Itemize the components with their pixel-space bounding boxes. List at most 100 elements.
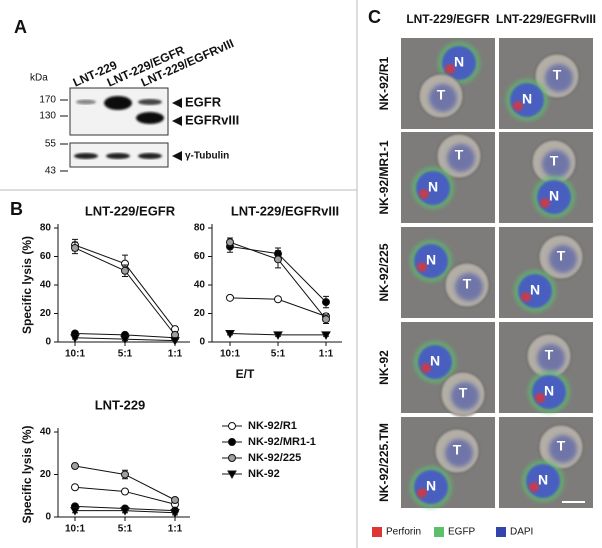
marker-label: 43 [45, 166, 57, 177]
perforin [421, 363, 431, 373]
marker-label: 130 [39, 111, 56, 122]
y-tick-label: 40 [40, 280, 52, 291]
band [138, 153, 162, 159]
band-label: γ-Tubulin [185, 151, 229, 162]
legend-label: NK-92/R1 [248, 420, 297, 432]
y-tick-label: 20 [40, 308, 52, 319]
y-tick-label: 20 [194, 308, 206, 319]
cell-label: T [437, 87, 446, 103]
row-label: NK-92 [377, 350, 391, 385]
data-point [121, 470, 129, 479]
legend-label: EGFP [448, 527, 476, 538]
cell-nucleus [447, 144, 475, 172]
row-label: NK-92/225 [377, 243, 391, 301]
y-tick-label: 80 [40, 223, 52, 234]
data-point [226, 238, 234, 247]
perforin [535, 393, 545, 403]
x-axis-label: E/T [236, 367, 255, 381]
x-tick-label: 1:1 [168, 349, 183, 360]
cell-label: T [550, 153, 559, 169]
legend-label: NK-92 [248, 468, 280, 480]
x-tick-label: 5:1 [118, 349, 133, 360]
legend-label: NK-92/225 [248, 452, 301, 464]
band-label: EGFR [185, 94, 222, 109]
data-point [70, 507, 80, 516]
band [136, 112, 164, 124]
data-point [321, 331, 331, 340]
panel-label: A [14, 17, 27, 37]
y-axis-label: Specific lysis (%) [20, 236, 34, 334]
legend-swatch [496, 527, 506, 537]
cell-label: T [557, 438, 566, 454]
cell-nucleus [545, 64, 573, 92]
perforin [445, 64, 455, 74]
cell-nucleus [451, 382, 479, 410]
cell-label: T [459, 385, 468, 401]
legend-marker [228, 438, 236, 446]
cell-nucleus [549, 245, 577, 273]
cell-label: N [530, 282, 540, 298]
cell-label: T [557, 248, 566, 264]
marker-label: 170 [39, 95, 56, 106]
panel-label: B [10, 199, 23, 219]
y-tick-label: 0 [45, 512, 51, 523]
data-point [273, 331, 283, 340]
marker-label: 55 [45, 139, 57, 150]
cell-nucleus [455, 273, 483, 301]
y-tick-label: 60 [194, 251, 206, 262]
band [76, 99, 96, 105]
data-point [121, 487, 129, 496]
data-point [171, 496, 179, 504]
legend-label: DAPI [510, 527, 533, 538]
data-point [274, 255, 282, 264]
legend-marker [228, 422, 236, 430]
band [138, 99, 162, 105]
x-tick-label: 10:1 [65, 524, 85, 535]
data-point [274, 295, 282, 304]
perforin [513, 101, 523, 111]
legend-marker [227, 470, 237, 480]
x-tick-label: 1:1 [319, 349, 334, 360]
cell-label: N [454, 54, 464, 70]
data-point [226, 293, 234, 302]
micrographs [401, 38, 593, 508]
data-point [121, 266, 129, 275]
row-label: NK-92/225.TM [377, 423, 391, 502]
perforin [540, 198, 550, 208]
band [104, 96, 132, 110]
cell-nucleus [542, 150, 570, 178]
row-label: NK-92/R1 [377, 57, 391, 111]
cell-nucleus [549, 435, 577, 463]
data-point [170, 509, 180, 518]
y-tick-label: 40 [194, 280, 206, 291]
legend-swatch [372, 527, 382, 537]
legend-marker [228, 454, 236, 462]
column-header: LNT-229/EGFR [406, 12, 490, 26]
column-header: LNT-229/EGFRvIII [496, 12, 596, 26]
data-point [322, 298, 330, 307]
arrow [172, 98, 182, 108]
cell-nucleus [445, 439, 473, 467]
legend-label: NK-92/MR1-1 [248, 436, 316, 448]
y-tick-label: 80 [194, 223, 206, 234]
blot [69, 87, 169, 136]
x-tick-label: 5:1 [118, 524, 133, 535]
y-tick-label: 60 [40, 251, 52, 262]
x-tick-label: 1:1 [168, 524, 183, 535]
cell-label: N [538, 472, 548, 488]
perforin [521, 292, 531, 302]
x-tick-label: 5:1 [271, 349, 286, 360]
cell-label: T [453, 442, 462, 458]
cell-nucleus [429, 84, 457, 112]
marker-ticks [60, 99, 68, 172]
band [106, 153, 130, 159]
band-label: EGFRvIII [185, 112, 239, 127]
chart-title: LNT-229/EGFR [85, 203, 176, 218]
x-tick-label: 10:1 [65, 349, 85, 360]
cell-label: N [428, 179, 438, 195]
cell-label: T [463, 276, 472, 292]
perforin [417, 488, 427, 498]
y-tick-label: 0 [45, 337, 51, 348]
data-point [70, 334, 80, 343]
